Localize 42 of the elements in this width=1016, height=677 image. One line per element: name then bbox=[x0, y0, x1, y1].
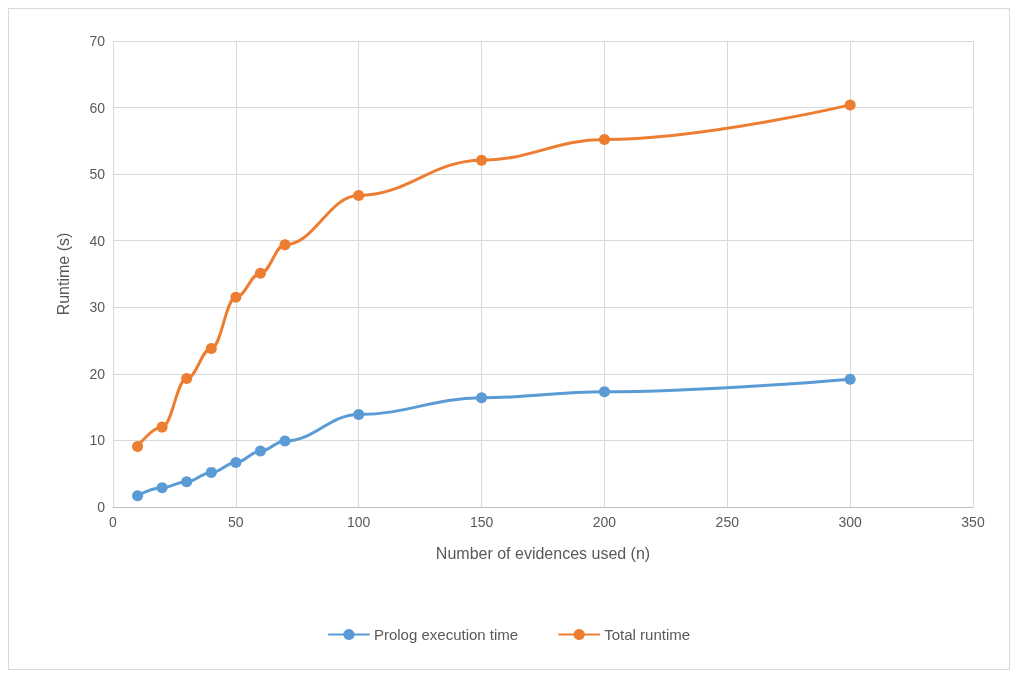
x-axis-title: Number of evidences used (n) bbox=[435, 544, 651, 562]
x-tick-label: 100 bbox=[347, 514, 371, 530]
point bbox=[205, 343, 217, 355]
point bbox=[353, 189, 365, 201]
point bbox=[156, 482, 168, 494]
point bbox=[254, 267, 266, 279]
point bbox=[598, 134, 610, 146]
x-tick-label: 300 bbox=[838, 514, 863, 530]
point bbox=[476, 154, 488, 166]
y-tick-label: 10 bbox=[89, 432, 106, 449]
y-tick-label: 50 bbox=[89, 166, 106, 183]
point bbox=[844, 99, 856, 111]
point bbox=[156, 421, 168, 433]
x-tick-label: 350 bbox=[961, 514, 985, 530]
y-axis-title: Runtime (s) bbox=[54, 232, 72, 316]
x-tick-label: 150 bbox=[469, 514, 494, 530]
point bbox=[279, 239, 291, 251]
y-tick-label: 60 bbox=[89, 99, 106, 116]
x-tick-label: 50 bbox=[228, 514, 244, 530]
point bbox=[279, 435, 291, 447]
x-tick-label: 200 bbox=[592, 514, 617, 530]
y-tick-label: 0 bbox=[97, 499, 106, 515]
point bbox=[254, 445, 266, 457]
point bbox=[181, 373, 193, 385]
legend-label: Prolog execution time bbox=[373, 626, 519, 643]
point bbox=[132, 440, 144, 452]
legend-label: Total runtime bbox=[604, 626, 691, 643]
point bbox=[844, 373, 856, 385]
point bbox=[353, 408, 365, 420]
y-tick-label: 70 bbox=[89, 33, 106, 49]
x-tick-label: 250 bbox=[715, 514, 740, 530]
point bbox=[230, 456, 242, 468]
point bbox=[132, 490, 144, 502]
x-tick-label: 0 bbox=[109, 514, 118, 530]
point bbox=[476, 392, 488, 404]
y-tick-label: 40 bbox=[89, 232, 106, 249]
point bbox=[181, 476, 193, 488]
y-tick-label: 30 bbox=[89, 299, 106, 316]
point bbox=[598, 386, 610, 398]
point bbox=[205, 466, 217, 478]
point bbox=[230, 291, 242, 303]
y-tick-label: 20 bbox=[89, 365, 106, 382]
